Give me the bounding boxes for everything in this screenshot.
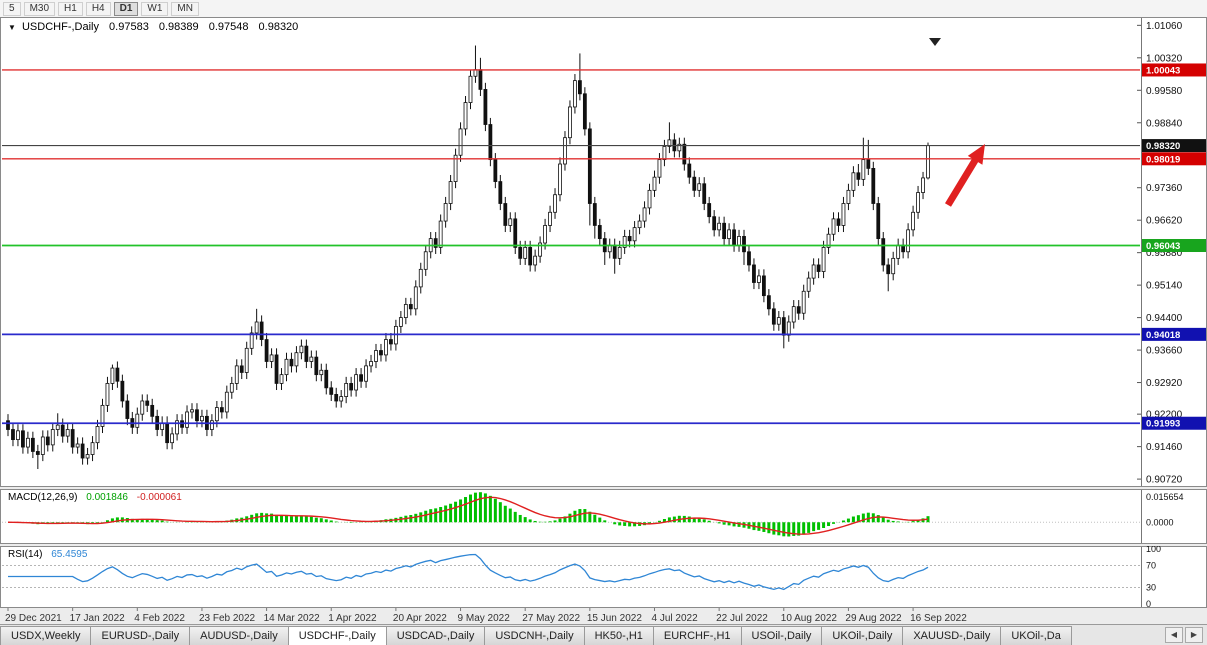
chart-tab-xauusd-daily[interactable]: XAUUSD-,Daily — [903, 626, 1002, 645]
macd-name: MACD(12,26,9) — [8, 492, 78, 503]
svg-text:4 Jul 2022: 4 Jul 2022 — [651, 613, 698, 624]
tab-scroll-buttons: ◀ ▶ — [1159, 627, 1207, 645]
svg-text:1.00043: 1.00043 — [1146, 65, 1180, 76]
chart-tab-usdcad-daily[interactable]: USDCAD-,Daily — [386, 626, 486, 645]
chart-legend: ▼ USDCHF-,Daily 0.97583 0.98389 0.97548 … — [8, 21, 298, 33]
svg-text:0.91460: 0.91460 — [1146, 442, 1183, 453]
chart-tab-audusd-daily[interactable]: AUDUSD-,Daily — [190, 626, 289, 645]
timeframe-toolbar: 5 M30 H1 H4 D1 W1 MN — [0, 0, 1207, 18]
svg-text:29 Aug 2022: 29 Aug 2022 — [845, 613, 902, 624]
chart-tab-ukoil-daily[interactable]: UKOil-,Daily — [822, 626, 904, 645]
ohlc-close-value: 0.98320 — [258, 21, 299, 33]
chart-tab-eurchf-h1[interactable]: EURCHF-,H1 — [653, 626, 742, 645]
svg-text:22 Jul 2022: 22 Jul 2022 — [716, 613, 768, 624]
tabs-scroll-right-button[interactable]: ▶ — [1185, 627, 1203, 643]
symbol-timeframe-label: USDCHF-,Daily — [21, 21, 99, 33]
svg-text:0.98019: 0.98019 — [1146, 154, 1180, 165]
timeframe-h1-button[interactable]: H1 — [58, 1, 83, 16]
ohlc-open-value: 0.97583 — [109, 21, 149, 33]
svg-text:0.94018: 0.94018 — [1146, 330, 1180, 341]
chart-tab-usoil-daily[interactable]: USOil-,Daily — [741, 626, 823, 645]
svg-text:0.015654: 0.015654 — [1146, 492, 1184, 502]
macd-signal-value: -0.000061 — [136, 492, 182, 503]
tabs-scroll-left-button[interactable]: ◀ — [1165, 627, 1183, 643]
svg-text:0.96043: 0.96043 — [1146, 241, 1180, 252]
timeframe-h4-button[interactable]: H4 — [85, 1, 111, 16]
chart-tabs: USDX,Weekly EURUSD-,Daily AUDUSD-,Daily USD… — [0, 626, 1159, 645]
macd-panel[interactable]: 0.015654 0.0000 — [0, 489, 1207, 544]
svg-text:1 Apr 2022: 1 Apr 2022 — [328, 613, 377, 624]
svg-text:0.92200: 0.92200 — [1146, 410, 1183, 421]
svg-text:23 Feb 2022: 23 Feb 2022 — [199, 613, 256, 624]
svg-text:0.94400: 0.94400 — [1146, 313, 1183, 324]
svg-text:0.98320: 0.98320 — [1146, 141, 1180, 152]
rsi-value: 65.4595 — [51, 549, 88, 560]
svg-text:0.99580: 0.99580 — [1146, 86, 1183, 97]
rsi-indicator-label: RSI(14) 65.4595 — [8, 549, 87, 560]
svg-text:14 Mar 2022: 14 Mar 2022 — [264, 613, 321, 624]
rsi-name: RSI(14) — [8, 549, 43, 560]
timeframe-mn-button[interactable]: MN — [171, 1, 199, 16]
svg-text:20 Apr 2022: 20 Apr 2022 — [393, 613, 447, 624]
chart-tab-usdcnh-daily[interactable]: USDCNH-,Daily — [485, 626, 585, 645]
svg-text:0.90720: 0.90720 — [1146, 475, 1183, 486]
svg-text:15 Jun 2022: 15 Jun 2022 — [587, 613, 642, 624]
ohlc-low-value: 0.97548 — [208, 21, 249, 33]
svg-text:0.97360: 0.97360 — [1146, 183, 1183, 194]
svg-text:4 Feb 2022: 4 Feb 2022 — [134, 613, 185, 624]
svg-text:0.0000: 0.0000 — [1146, 517, 1174, 527]
chart-tab-hk50-h1[interactable]: HK50-,H1 — [584, 626, 654, 645]
macd-indicator-label: MACD(12,26,9) 0.001846 -0.000061 — [8, 492, 182, 503]
svg-text:0: 0 — [1146, 599, 1151, 608]
svg-text:10 Aug 2022: 10 Aug 2022 — [781, 613, 838, 624]
chart-collapse-icon[interactable]: ▼ — [8, 23, 16, 32]
timeframe-m30-button[interactable]: M30 — [23, 1, 56, 16]
rsi-panel[interactable]: 100 70 30 0 — [0, 546, 1207, 608]
svg-text:29 Dec 2021: 29 Dec 2021 — [5, 613, 62, 624]
ohlc-high-value: 0.98389 — [158, 21, 199, 33]
main-chart-panel[interactable]: 1.01060 1.00320 0.99580 0.98840 0.97360 0.966… — [0, 17, 1207, 487]
svg-text:0.95880: 0.95880 — [1146, 248, 1183, 259]
svg-text:0.98840: 0.98840 — [1146, 118, 1183, 129]
timeframe-5-button[interactable]: 5 — [3, 1, 21, 16]
chart-tab-usdchf-daily[interactable]: USDCHF-,Daily — [288, 626, 387, 645]
macd-main-value: 0.001846 — [86, 492, 128, 503]
time-axis: 29 Dec 2021 17 Jan 2022 4 Feb 2022 23 Feb 2… — [5, 608, 967, 624]
svg-text:1.01060: 1.01060 — [1146, 21, 1183, 32]
svg-text:0.93660: 0.93660 — [1146, 346, 1183, 357]
svg-text:9 May 2022: 9 May 2022 — [458, 613, 511, 624]
chart-tab-eurusd-daily[interactable]: EURUSD-,Daily — [91, 626, 191, 645]
svg-text:0.96620: 0.96620 — [1146, 216, 1183, 227]
chart-tabs-bar: USDX,Weekly EURUSD-,Daily AUDUSD-,Daily USD… — [0, 624, 1207, 645]
svg-text:30: 30 — [1146, 583, 1156, 593]
svg-text:17 Jan 2022: 17 Jan 2022 — [70, 613, 125, 624]
timeframe-w1-button[interactable]: W1 — [141, 1, 169, 16]
svg-text:1.00320: 1.00320 — [1146, 53, 1183, 64]
chart-tab-usdx-weekly[interactable]: USDX,Weekly — [0, 626, 92, 645]
svg-text:27 May 2022: 27 May 2022 — [522, 613, 580, 624]
svg-text:100: 100 — [1146, 546, 1161, 554]
chart-tab-ukoil-da[interactable]: UKOil-,Da — [1001, 626, 1072, 645]
timeframe-d1-button[interactable]: D1 — [113, 1, 139, 16]
svg-text:70: 70 — [1146, 561, 1156, 571]
svg-text:0.95140: 0.95140 — [1146, 281, 1183, 292]
svg-text:0.92920: 0.92920 — [1146, 378, 1183, 389]
svg-text:0.91993: 0.91993 — [1146, 419, 1180, 430]
svg-text:16 Sep 2022: 16 Sep 2022 — [910, 613, 967, 624]
